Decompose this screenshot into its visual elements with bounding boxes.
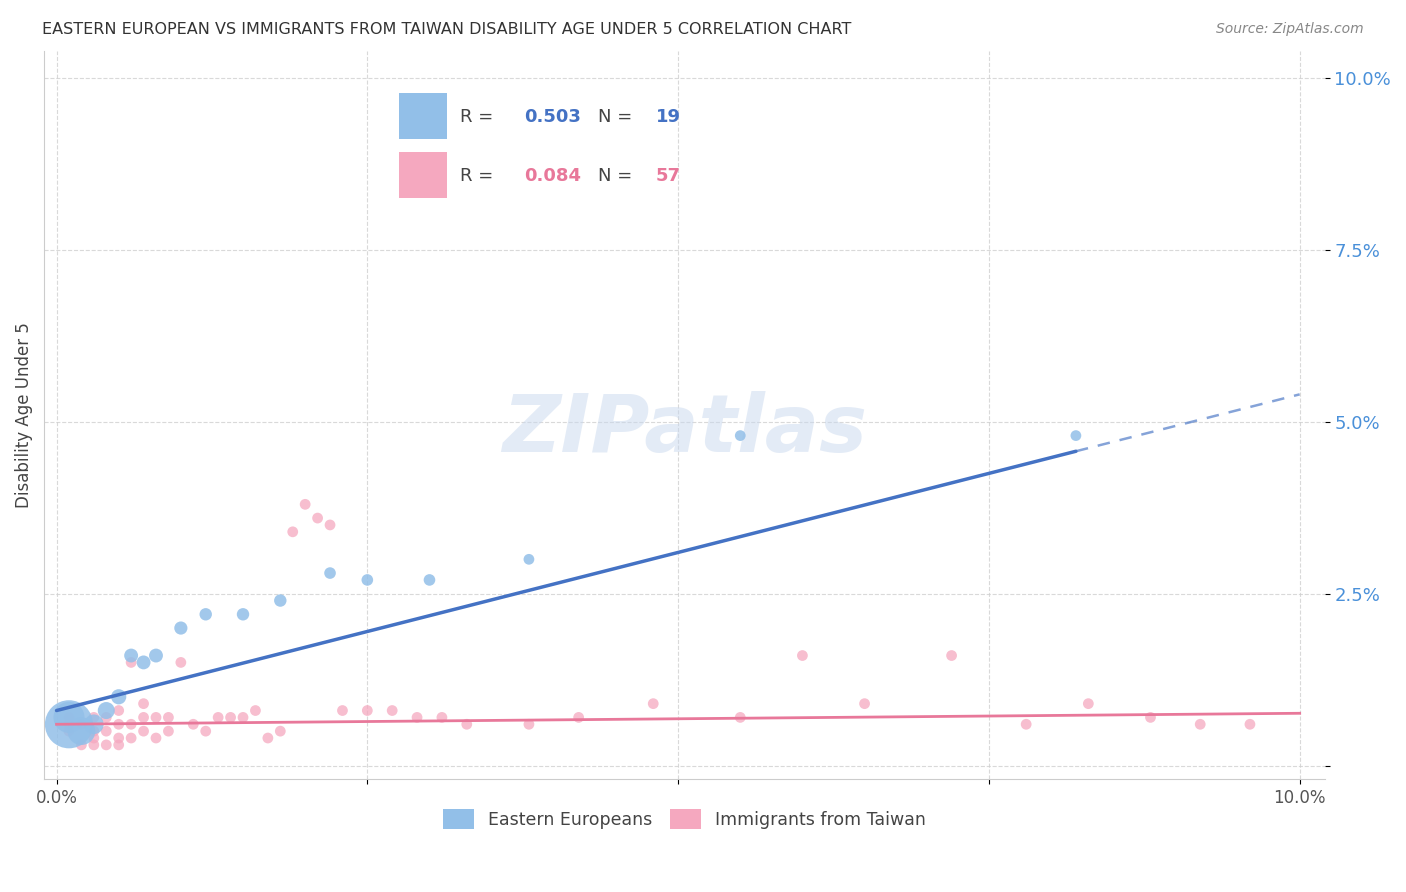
Point xyxy=(730,428,752,442)
Point xyxy=(568,710,591,724)
Point xyxy=(356,704,378,718)
Point xyxy=(120,731,142,745)
Point xyxy=(132,656,155,670)
Point xyxy=(307,511,329,525)
Point xyxy=(792,648,814,663)
Point xyxy=(132,697,155,711)
Point xyxy=(96,710,118,724)
Text: ZIPatlas: ZIPatlas xyxy=(502,391,868,468)
Point xyxy=(319,518,342,533)
Point xyxy=(356,573,378,587)
Point xyxy=(83,717,105,731)
Point xyxy=(107,717,129,731)
Point xyxy=(96,704,118,718)
Legend: Eastern Europeans, Immigrants from Taiwan: Eastern Europeans, Immigrants from Taiwa… xyxy=(436,802,932,836)
Point xyxy=(132,710,155,724)
Text: Source: ZipAtlas.com: Source: ZipAtlas.com xyxy=(1216,22,1364,37)
Point xyxy=(58,710,80,724)
Point xyxy=(107,738,129,752)
Point xyxy=(207,710,229,724)
Point xyxy=(107,704,129,718)
Point xyxy=(120,656,142,670)
Point xyxy=(170,656,193,670)
Point xyxy=(70,724,93,739)
Point xyxy=(170,621,193,635)
Point xyxy=(120,717,142,731)
Point xyxy=(120,648,142,663)
Point xyxy=(281,524,304,539)
Point xyxy=(70,717,93,731)
Point xyxy=(58,710,80,724)
Point xyxy=(319,566,342,580)
Point xyxy=(58,717,80,731)
Point xyxy=(181,717,204,731)
Point xyxy=(58,717,80,731)
Point xyxy=(941,648,963,663)
Point xyxy=(70,738,93,752)
Point xyxy=(157,710,180,724)
Point xyxy=(83,738,105,752)
Point xyxy=(517,717,540,731)
Point xyxy=(96,724,118,739)
Point xyxy=(1077,697,1099,711)
Point xyxy=(219,710,242,724)
Point xyxy=(332,704,354,718)
Y-axis label: Disability Age Under 5: Disability Age Under 5 xyxy=(15,322,32,508)
Point xyxy=(145,648,167,663)
Text: EASTERN EUROPEAN VS IMMIGRANTS FROM TAIWAN DISABILITY AGE UNDER 5 CORRELATION CH: EASTERN EUROPEAN VS IMMIGRANTS FROM TAIW… xyxy=(42,22,852,37)
Point xyxy=(430,710,453,724)
Point xyxy=(1064,428,1087,442)
Point xyxy=(107,690,129,704)
Point xyxy=(730,710,752,724)
Point xyxy=(132,724,155,739)
Point xyxy=(294,497,316,511)
Point xyxy=(83,731,105,745)
Point xyxy=(58,724,80,739)
Point xyxy=(107,731,129,745)
Point xyxy=(257,731,280,745)
Point xyxy=(145,710,167,724)
Point xyxy=(381,704,404,718)
Point xyxy=(232,607,254,622)
Point xyxy=(269,724,291,739)
Point xyxy=(1015,717,1038,731)
Point xyxy=(194,724,217,739)
Point xyxy=(83,724,105,739)
Point xyxy=(456,717,478,731)
Point xyxy=(232,710,254,724)
Point xyxy=(145,731,167,745)
Point xyxy=(853,697,876,711)
Point xyxy=(96,738,118,752)
Point xyxy=(245,704,267,718)
Point xyxy=(157,724,180,739)
Point xyxy=(269,593,291,607)
Point xyxy=(1239,717,1261,731)
Point xyxy=(517,552,540,566)
Point xyxy=(406,710,429,724)
Point xyxy=(1189,717,1212,731)
Point xyxy=(418,573,440,587)
Point xyxy=(1139,710,1161,724)
Point xyxy=(643,697,665,711)
Point xyxy=(83,710,105,724)
Point xyxy=(194,607,217,622)
